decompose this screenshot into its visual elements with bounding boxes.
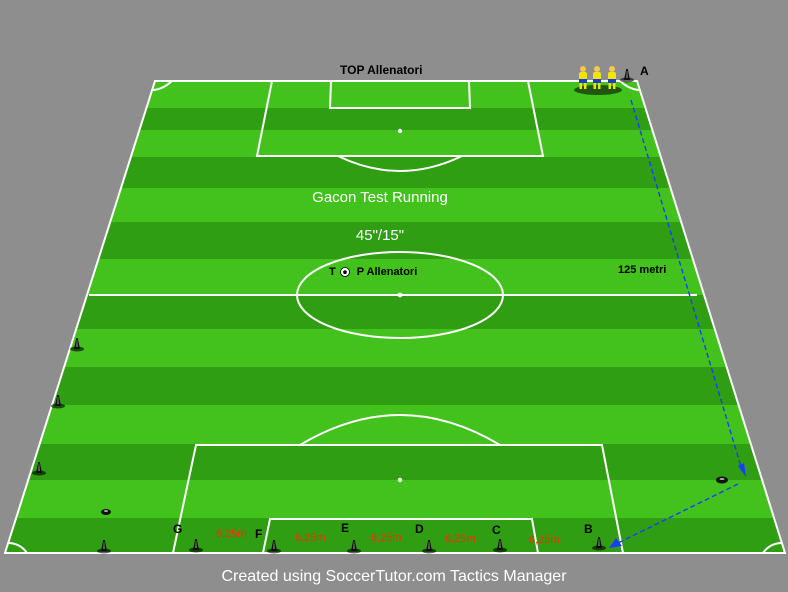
penalty-spot-top bbox=[397, 128, 403, 134]
center-label-t: T bbox=[329, 266, 336, 278]
marker-disc-icon[interactable] bbox=[101, 509, 111, 515]
cone-label-a: A bbox=[640, 64, 649, 78]
segment-bc-label: 6,25m bbox=[529, 534, 560, 546]
cone-label-b: B bbox=[584, 522, 593, 536]
cone-label-f: F bbox=[255, 527, 263, 541]
drill-interval: 45"/15" bbox=[355, 227, 405, 244]
cone-a-icon[interactable] bbox=[620, 69, 634, 83]
center-spot bbox=[397, 292, 403, 298]
segment-cd-label: 6,25m bbox=[445, 533, 476, 545]
ball-icon[interactable] bbox=[340, 267, 350, 277]
arrowhead-left-icon bbox=[609, 538, 622, 548]
grass-stripes bbox=[5, 81, 785, 553]
pitch-lines bbox=[3, 80, 787, 554]
cone-label-d: D bbox=[415, 522, 424, 536]
page-title: TOP Allenatori bbox=[340, 63, 423, 77]
cone-label-c: C bbox=[492, 523, 501, 537]
penalty-spot-bottom bbox=[397, 477, 403, 483]
segment-de-label: 6,25m bbox=[371, 532, 402, 544]
run-arrows bbox=[613, 99, 743, 546]
drill-name: Gacon Test Running bbox=[312, 189, 448, 206]
cone-label-g: G bbox=[173, 522, 183, 536]
arrowhead-down-icon bbox=[738, 463, 746, 477]
segment-ef-label: 6,25m bbox=[295, 532, 326, 544]
footer-credit: Created using SoccerTutor.com Tactics Ma… bbox=[221, 568, 567, 585]
center-label-rest: P Allenatori bbox=[356, 266, 418, 278]
cone-label-e: E bbox=[341, 521, 350, 535]
segment-fg-label: 6,25m bbox=[216, 528, 247, 540]
distance-label: 125 metri bbox=[618, 264, 667, 276]
marker-disc-icon[interactable] bbox=[716, 476, 728, 484]
center-label: T P Allenatori bbox=[329, 266, 417, 278]
